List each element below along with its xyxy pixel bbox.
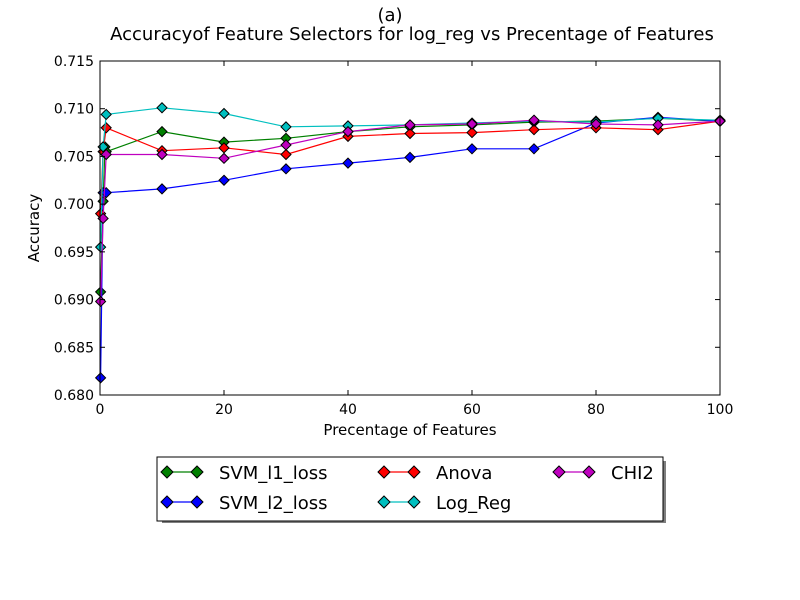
legend-marker-end-chi2 (582, 465, 596, 479)
data-point-svm-l2-loss-3 (156, 183, 168, 195)
legend-marker-anova (377, 465, 391, 479)
x-tick-label-2: 40 (339, 402, 357, 418)
legend-label-chi2: CHI2 (611, 463, 654, 484)
legend-marker-end-log-reg (407, 495, 421, 509)
x-tick-label-1: 20 (215, 402, 233, 418)
y-tick-label-5: 0.705 (54, 149, 94, 165)
legend-box (156, 456, 664, 522)
data-point-log-reg-2 (100, 108, 112, 121)
data-point-svm-l2-loss-8 (466, 143, 478, 155)
y-tick-label-1: 0.685 (54, 340, 94, 356)
data-point-anova-2 (100, 122, 112, 134)
legend-marker-end-svm-l1-loss (190, 465, 204, 479)
data-point-log-reg-3 (156, 102, 168, 114)
plot-background (100, 61, 720, 395)
legend-label-svm-l1-loss: SVM_l1_loss (219, 463, 328, 484)
legend-marker-end-svm-l2-loss (190, 495, 204, 509)
data-point-chi2-2 (100, 148, 112, 161)
data-point-chi2-7 (404, 119, 416, 131)
y-tick-label-0: 0.680 (54, 388, 94, 404)
legend: SVM_l1_loss Anova CHI2 SVM_l2_loss Log_Reg (156, 456, 666, 523)
data-point-svm-l2-loss-9 (528, 143, 540, 155)
data-point-anova-7 (404, 127, 416, 140)
y-tick-label-7: 0.715 (54, 54, 94, 70)
panel-label: (a) (377, 5, 402, 26)
legend-label-anova: Anova (436, 463, 492, 484)
x-tick-label-0: 0 (96, 402, 105, 418)
data-point-svm-l1-loss-4 (156, 125, 168, 138)
legend-marker-svm-l1-loss (160, 465, 174, 479)
x-tick-label-5: 100 (707, 402, 734, 418)
data-point-svm-l2-loss-5 (280, 163, 292, 175)
y-axis-label: Accuracy (25, 194, 43, 263)
legend-marker-log-reg (377, 495, 391, 509)
y-tick-label-3: 0.695 (54, 245, 94, 261)
data-point-chi2-10 (590, 118, 602, 130)
data-point-log-reg-5 (280, 121, 292, 133)
data-point-chi2-9 (528, 114, 540, 126)
data-point-chi2-11 (652, 119, 664, 131)
y-tick-label-4: 0.700 (54, 197, 94, 213)
data-point-svm-l2-loss-0 (94, 372, 107, 384)
data-point-svm-l2-loss-4 (218, 174, 230, 186)
data-point-anova-5 (280, 148, 292, 161)
legend-label-svm-l2-loss: SVM_l2_loss (219, 493, 328, 514)
data-point-svm-l2-loss-7 (404, 151, 416, 164)
legend-label-log-reg: Log_Reg (436, 493, 511, 514)
data-point-anova-8 (466, 126, 478, 139)
legend-marker-chi2 (552, 465, 566, 479)
x-tick-label-3: 60 (463, 402, 481, 418)
data-point-chi2-4 (218, 152, 230, 165)
x-tick-label-4: 80 (587, 402, 605, 418)
data-point-log-reg-4 (218, 107, 230, 120)
legend-marker-end-anova (407, 465, 421, 479)
data-point-anova-9 (528, 124, 540, 136)
data-point-chi2-6 (342, 125, 354, 138)
y-tick-label-2: 0.690 (54, 293, 94, 309)
data-point-chi2-8 (466, 118, 478, 130)
data-point-chi2-3 (156, 148, 168, 161)
y-tick-label-6: 0.710 (54, 102, 94, 118)
data-point-chi2-5 (280, 139, 292, 151)
plot-area: 0 20 40 60 80 100 0.680 0.685 0.690 0.695 0.700 0.7… (54, 54, 733, 418)
data-point-svm-l2-loss-6 (342, 157, 354, 169)
legend-marker-svm-l2-loss (160, 495, 174, 509)
x-axis-label: Precentage of Features (323, 421, 496, 439)
legend-entries: SVM_l1_loss Anova CHI2 SVM_l2_loss Log_Reg (160, 463, 654, 514)
chart-title: Accuracyof Feature Selectors for log_reg… (110, 24, 714, 45)
plot-frame (99, 60, 721, 396)
